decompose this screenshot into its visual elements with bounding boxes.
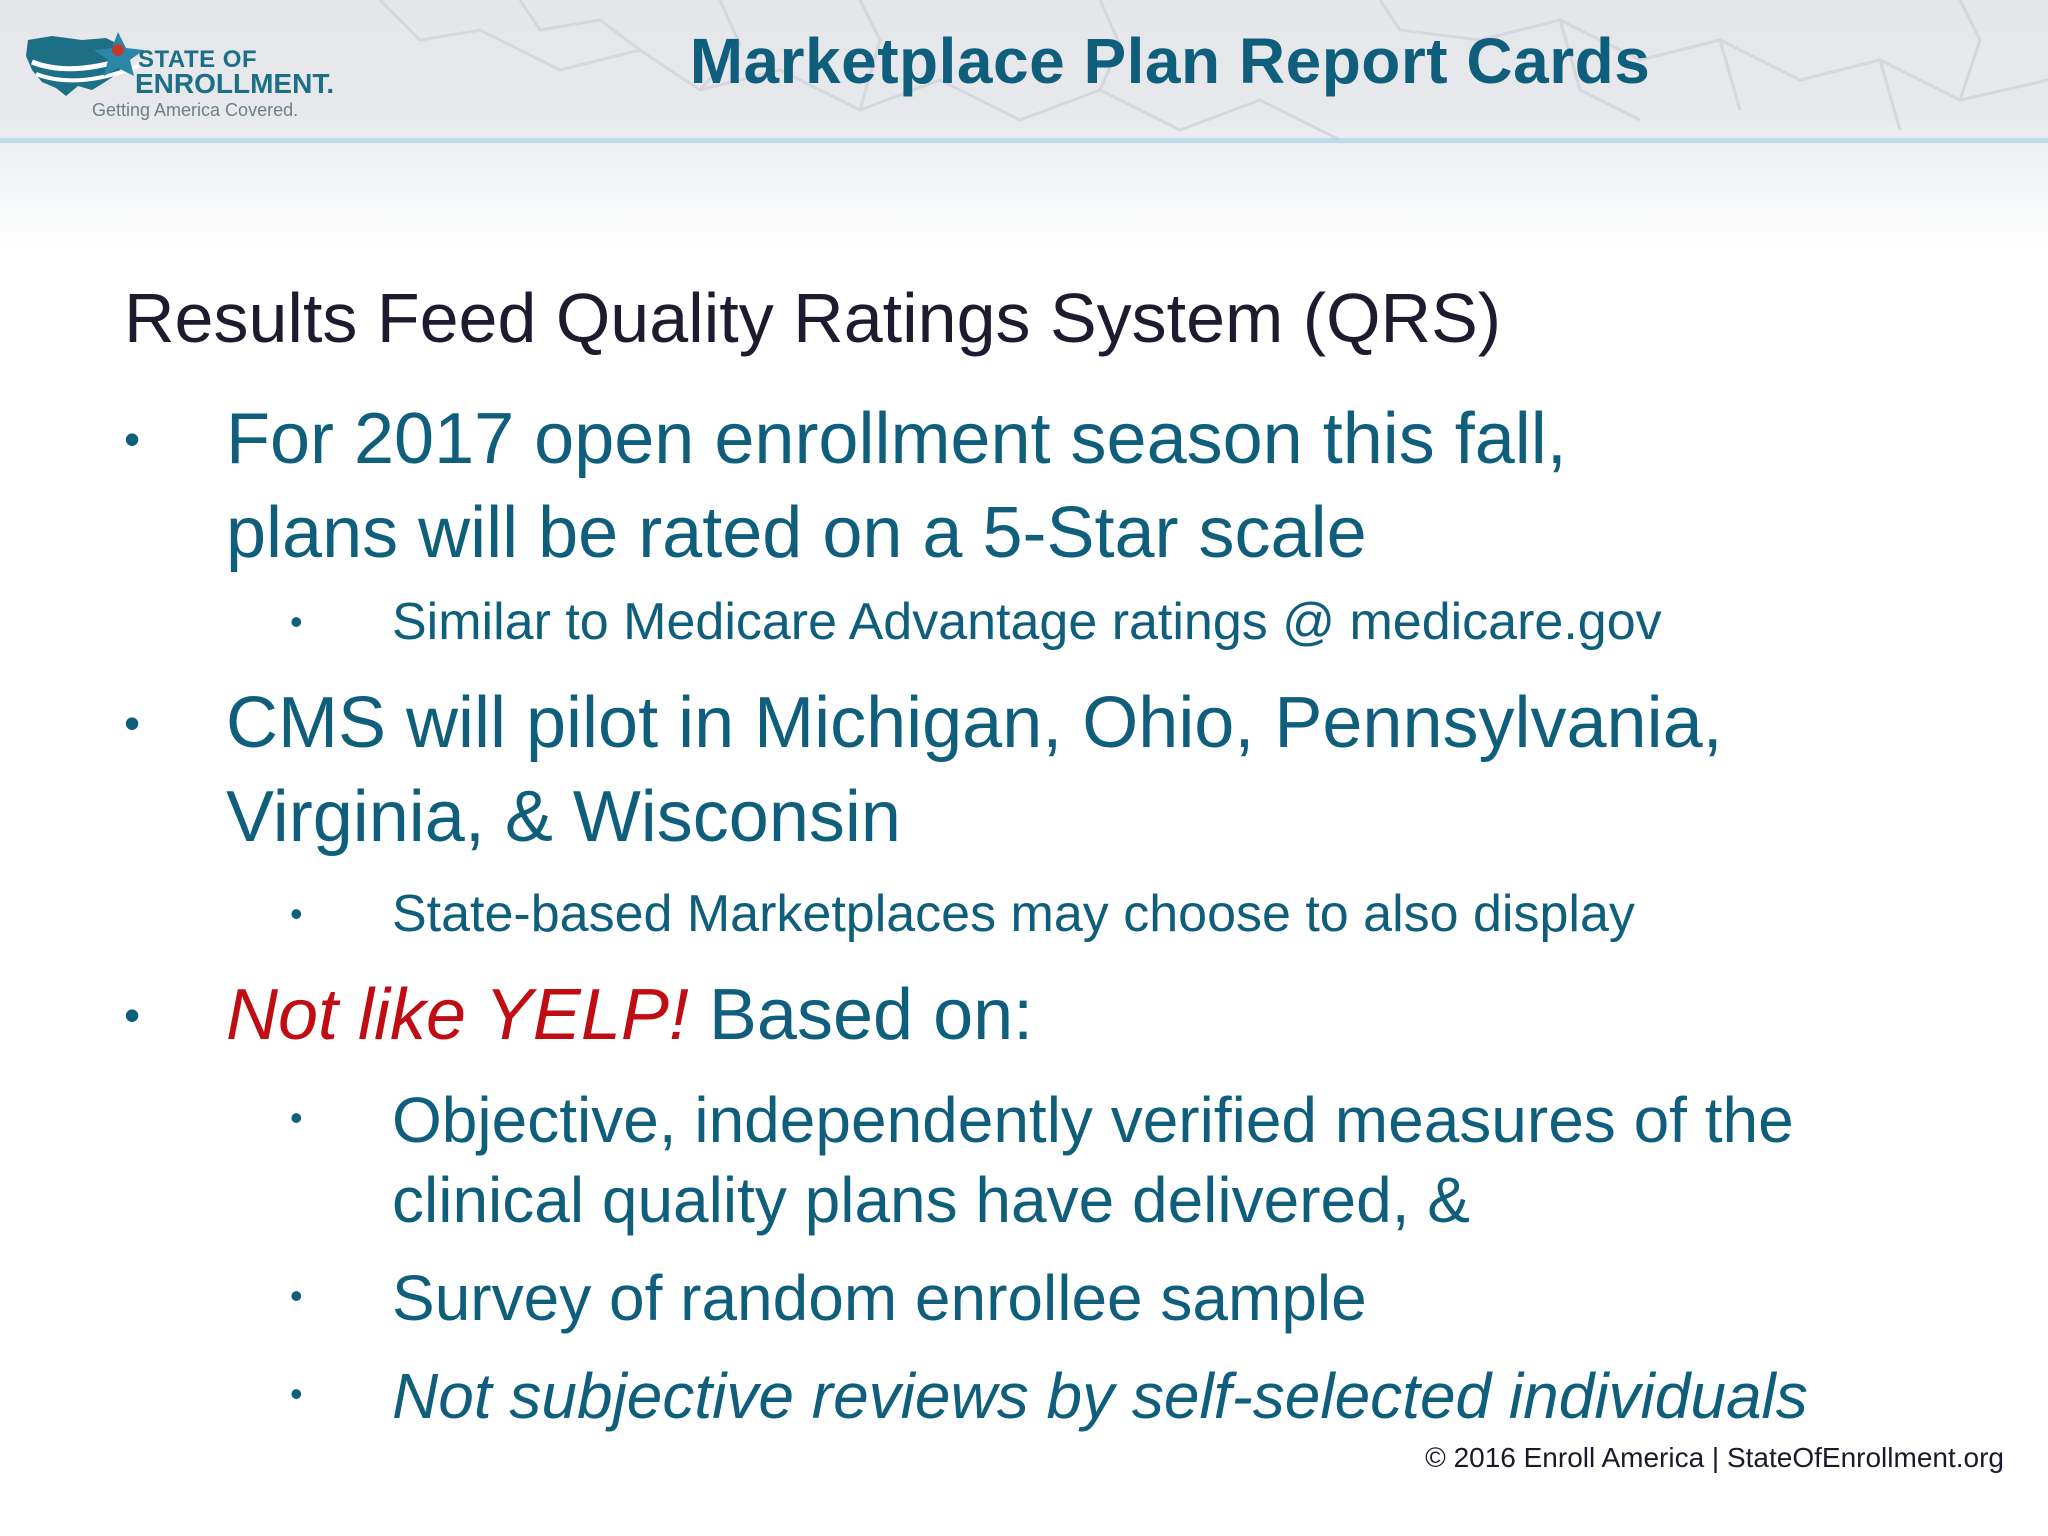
slide-header: STATE OF ENROLLMENT. Getting America Cov… — [0, 0, 2048, 250]
logo-tagline: Getting America Covered. — [92, 100, 299, 120]
sub-bullet-marker: • — [290, 893, 303, 934]
bullet-3-line-1: Not like YELP! Based on: — [226, 968, 1033, 1062]
sub-bullet-marker: • — [290, 1275, 303, 1316]
header-rule — [0, 138, 2048, 143]
sub-bullet-marker: • — [290, 601, 303, 642]
based-on-text: Based on: — [688, 975, 1034, 1055]
not-like-yelp-emphasis: Not like YELP! — [226, 975, 689, 1055]
sub-bullet-3-1-line-2: clinical quality plans have delivered, & — [392, 1164, 1470, 1236]
bullet-2-line-1: CMS will pilot in Michigan, Ohio, Pennsy… — [226, 683, 1723, 763]
sub-bullet-1-1-text: Similar to Medicare Advantage ratings @ … — [392, 593, 1662, 651]
sub-bullet-marker: • — [290, 1097, 303, 1138]
section-heading: Results Feed Quality Ratings System (QRS… — [124, 279, 1502, 357]
bullet-2-line-2: Virginia, & Wisconsin — [226, 777, 901, 857]
logo-line2: ENROLLMENT. — [135, 68, 335, 99]
bullet-marker: • — [124, 413, 141, 465]
copyright-footer: © 2016 Enroll America | StateOfEnrollmen… — [1425, 1442, 2004, 1473]
sub-bullet-3-1-line-1: Objective, independently verified measur… — [392, 1084, 1794, 1156]
sub-bullet-marker: • — [290, 1373, 303, 1414]
bullet-marker: • — [124, 989, 141, 1041]
us-map-outline-icon — [378, 0, 2048, 142]
sub-bullet-2-1-text: State-based Marketplaces may choose to a… — [392, 885, 1635, 943]
bullet-marker: • — [124, 697, 141, 749]
logo: STATE OF ENROLLMENT. Getting America Cov… — [22, 26, 352, 126]
logo-line1: STATE OF — [138, 46, 258, 73]
sub-bullet-3-2-text: Survey of random enrollee sample — [392, 1262, 1367, 1334]
sub-bullet-3-3-text: Not subjective reviews by self-selected … — [392, 1360, 1808, 1432]
bullet-1-line-2: plans will be rated on a 5-Star scale — [226, 493, 1367, 573]
bullet-1-line-1: For 2017 open enrollment season this fal… — [226, 399, 1567, 479]
slide-title: Marketplace Plan Report Cards — [689, 25, 1651, 97]
us-map-check-icon — [26, 32, 144, 96]
